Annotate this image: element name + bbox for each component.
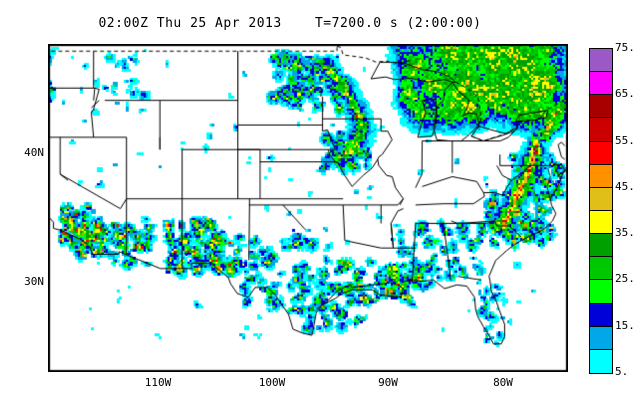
colorbar-band-5-10 bbox=[590, 349, 612, 373]
page-title: 02:00Z Thu 25 Apr 2013 T=7200.0 s (2:00:… bbox=[98, 16, 482, 31]
colorbar-band-60-65 bbox=[590, 95, 612, 119]
reflectivity-map-canvas bbox=[49, 45, 567, 371]
colorbar-band-30-35 bbox=[590, 234, 612, 258]
colorbar-band-10-15 bbox=[590, 326, 612, 350]
colorbar-band-15-20 bbox=[590, 303, 612, 327]
map-plot-area bbox=[48, 44, 568, 372]
y-tick-label-30n: 30N bbox=[24, 275, 44, 288]
colorbar-tick-label-75: 75. bbox=[615, 41, 635, 54]
colorbar-band-55-60 bbox=[590, 118, 612, 142]
colorbar-tick-label-45: 45. bbox=[615, 179, 635, 193]
colorbar-tick-label-15: 15. bbox=[615, 318, 635, 332]
colorbar-band-20-25 bbox=[590, 280, 612, 304]
colorbar-band-40-45 bbox=[590, 187, 612, 211]
colorbar-band-45-50 bbox=[590, 164, 612, 188]
colorbar-tick-label-5: 5. bbox=[615, 365, 629, 378]
colorbar-tick-label-35: 35. bbox=[615, 226, 635, 240]
colorbar-band-65-70 bbox=[590, 72, 612, 96]
x-tick-label-100w: 100W bbox=[258, 376, 286, 389]
y-tick-label-40n: 40N bbox=[24, 146, 44, 159]
colorbar-band-35-40 bbox=[590, 210, 612, 235]
reflectivity-colorbar bbox=[589, 48, 613, 374]
colorbar-band-70-75 bbox=[590, 49, 612, 73]
colorbar-band-25-30 bbox=[590, 257, 612, 281]
colorbar-tick-label-25: 25. bbox=[615, 272, 635, 286]
x-tick-label-90w: 90W bbox=[378, 376, 398, 389]
x-tick-label-80w: 80W bbox=[493, 376, 513, 389]
colorbar-tick-label-65: 65. bbox=[615, 87, 635, 101]
x-tick-label-110w: 110W bbox=[144, 376, 172, 389]
colorbar-band-50-55 bbox=[590, 141, 612, 165]
colorbar-tick-label-55: 55. bbox=[615, 133, 635, 147]
